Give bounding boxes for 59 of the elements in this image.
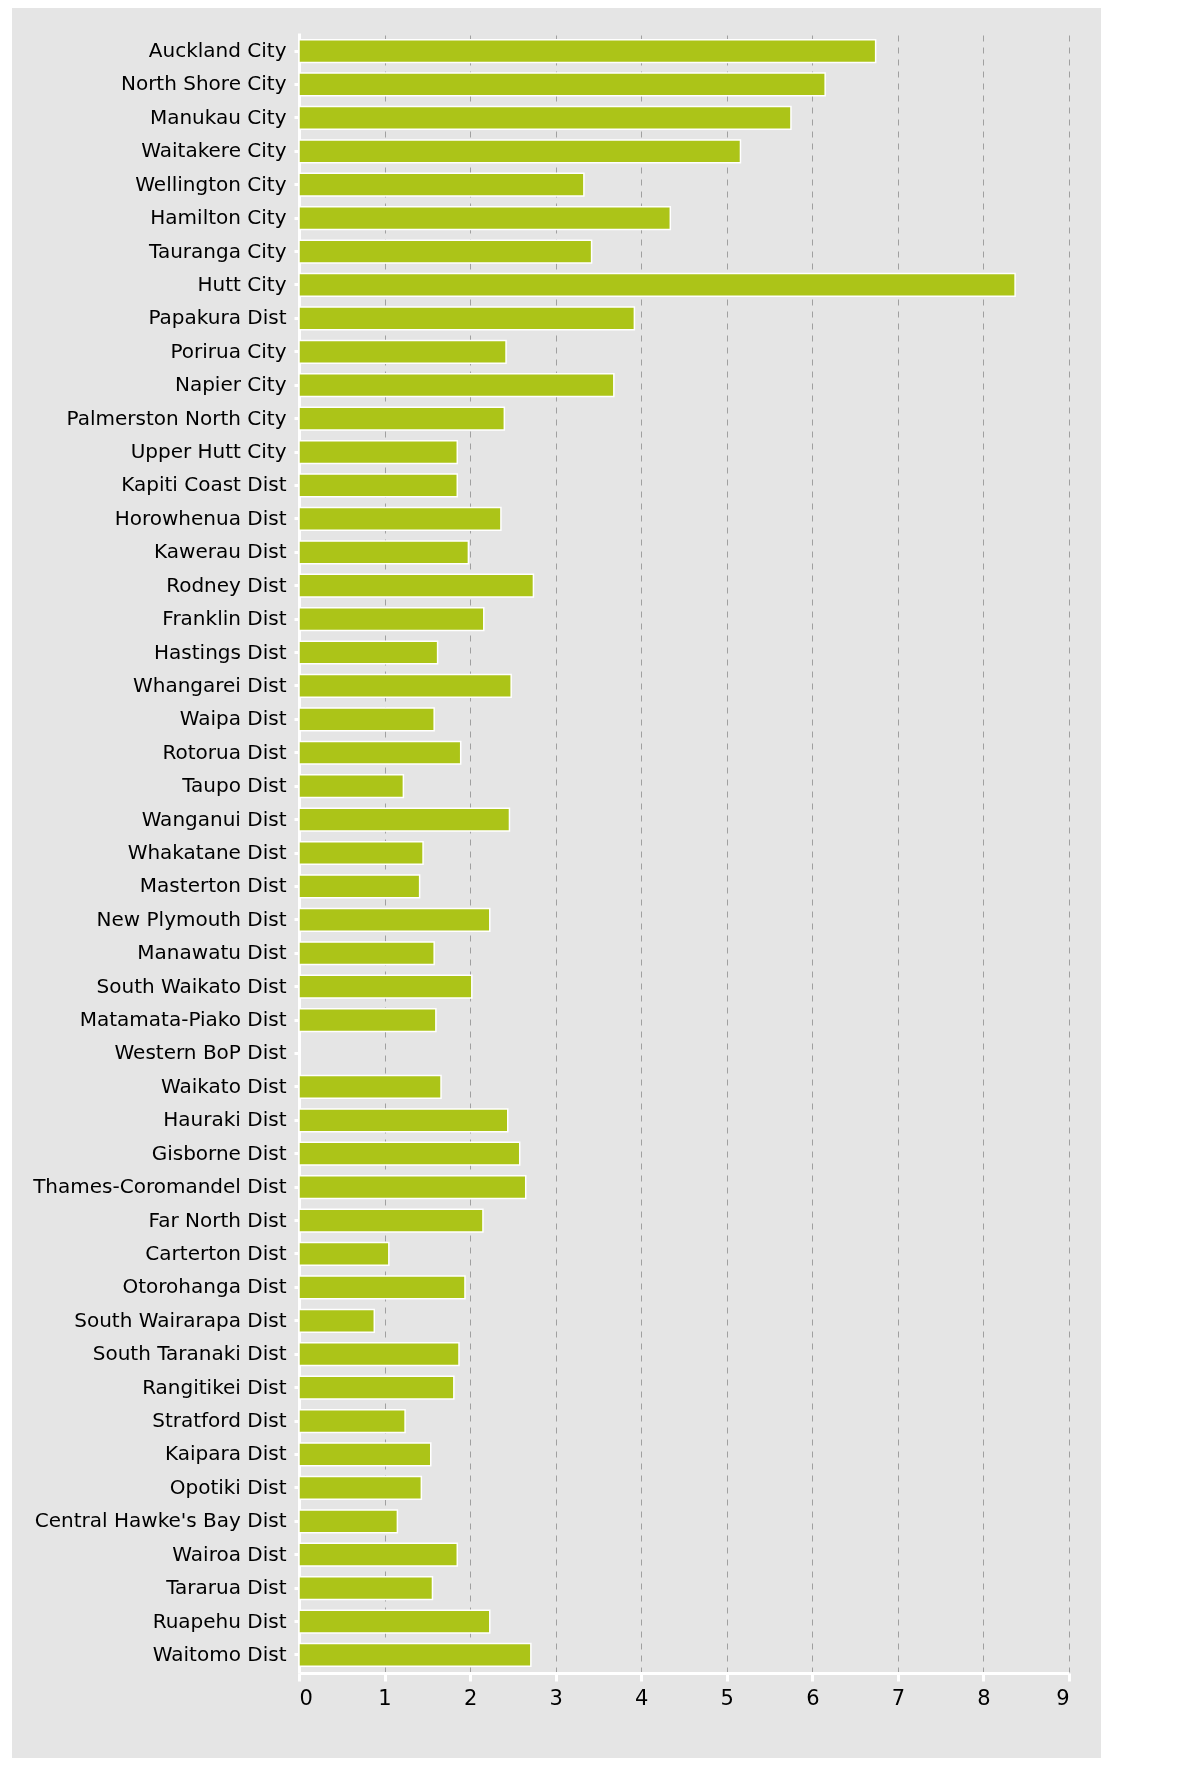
y-tick-label: Kaipara Dist [164, 1441, 287, 1466]
y-tick-label: Waitomo Dist [152, 1641, 287, 1666]
x-tick-label: 9 [1056, 1685, 1070, 1710]
x-tick-label: 1 [378, 1685, 392, 1710]
x-tick-label: 3 [549, 1685, 563, 1710]
x-tick-label: 5 [720, 1685, 734, 1710]
y-tick-label: Kapiti Coast Dist [121, 472, 287, 497]
y-tick-label: Tararua Dist [165, 1575, 287, 1600]
y-tick-label: Auckland City [148, 38, 287, 63]
y-tick-label: Far North Dist [148, 1207, 287, 1232]
y-tick-label: Kawerau Dist [154, 539, 287, 564]
y-tick-label: Wairoa Dist [172, 1541, 287, 1566]
y-tick-label: Whakatane Dist [127, 840, 287, 864]
x-tick-label: 6 [806, 1685, 820, 1710]
y-tick-label: Horowhenua Dist [114, 505, 287, 530]
y-tick-label: Tauranga City [148, 238, 287, 263]
y-tick-label: Napier City [174, 372, 287, 397]
x-tick-label: 7 [891, 1685, 906, 1710]
y-tick-label: Otorohanga Dist [122, 1274, 287, 1299]
y-tick-label: Taupo Dist [181, 773, 287, 798]
y-tick-label: Waitakere City [141, 138, 287, 163]
y-tick-label: Waikato Dist [161, 1073, 287, 1098]
x-tick-label: 4 [635, 1685, 649, 1710]
y-tick-label: Hastings Dist [154, 639, 287, 664]
y-tick-label: Masterton Dist [139, 873, 287, 898]
y-tick-label: Manukau City [149, 104, 287, 129]
x-tick-label: 2 [463, 1685, 478, 1710]
y-tick-label: Manawatu Dist [137, 940, 287, 965]
y-tick-label: Rotorua Dist [162, 739, 287, 764]
y-tick-label: Rodney Dist [166, 572, 287, 597]
y-tick-label: Stratford Dist [152, 1408, 287, 1433]
x-tick-label: 0 [299, 1685, 313, 1710]
y-tick-label: South Taranaki Dist [92, 1341, 287, 1366]
y-tick-label: Carterton Dist [145, 1240, 287, 1265]
y-tick-label: Papakura Dist [148, 305, 287, 330]
y-tick-label: Thames-Coromandel Dist [32, 1174, 287, 1199]
y-tick-label: Matamata-Piako Dist [79, 1007, 287, 1032]
y-tick-label: Central Hawke's Bay Dist [34, 1508, 287, 1533]
y-tick-label: Rangitikei Dist [142, 1374, 287, 1399]
y-tick-label: Western BoP Dist [114, 1040, 287, 1065]
y-tick-label: Hamilton City [150, 205, 287, 230]
y-tick-label: Wellington City [135, 171, 287, 196]
x-tick-label: 8 [977, 1685, 991, 1710]
y-tick-label: Upper Hutt City [130, 439, 287, 464]
y-tick-label: Gisborne Dist [151, 1140, 287, 1165]
y-tick-label: Waipa Dist [179, 706, 287, 731]
y-tick-label: Ruapehu Dist [152, 1608, 287, 1633]
y-tick-label: Franklin Dist [162, 606, 287, 631]
y-tick-label: South Waikato Dist [96, 973, 287, 998]
y-tick-label: Porirua City [170, 338, 287, 363]
y-tick-label: Whangarei Dist [132, 672, 287, 697]
y-tick-label: Hauraki Dist [163, 1107, 287, 1132]
y-tick-label: South Wairarapa Dist [74, 1307, 287, 1332]
y-tick-label: Palmerston North City [66, 405, 287, 430]
y-tick-label: Opotiki Dist [169, 1474, 287, 1499]
y-tick-label: North Shore City [120, 71, 287, 96]
y-tick-label: Wanganui Dist [141, 806, 287, 831]
y-tick-label: New Plymouth Dist [96, 906, 287, 931]
y-tick-label: Hutt City [197, 271, 287, 296]
